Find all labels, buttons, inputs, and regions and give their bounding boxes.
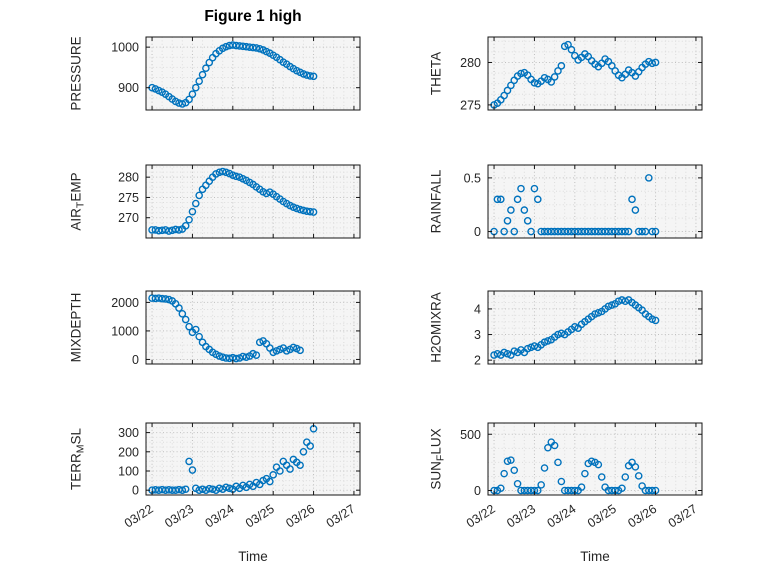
ylabel-mixdepth: MIXDEPTH: [69, 293, 84, 363]
series-rainfall: [490, 174, 660, 236]
xlabel-time-right: Time: [580, 549, 610, 564]
xtick-label: 03/22: [464, 502, 498, 531]
ylabel-theta: THETA: [429, 52, 444, 95]
subplot-air-temp: 270 275 280 AIRTEMP: [69, 164, 361, 239]
axes-box: [487, 164, 703, 239]
xtick-label: 03/24: [545, 502, 579, 531]
ytick-label: 280: [460, 56, 481, 70]
xtick-label: 03/24: [203, 502, 237, 531]
ylabel-rainfall: RAINFALL: [429, 169, 444, 233]
xtick-label: 03/27: [666, 502, 700, 531]
tick-marks: [488, 423, 702, 495]
ytick-label: 1000: [111, 41, 139, 55]
subplot-rainfall: 0 0.5 RAINFALL: [429, 164, 703, 239]
ytick-label: 275: [118, 191, 139, 205]
ylabel-sun-flux: SUNFLUX: [429, 428, 447, 489]
ytick-label: 0.5: [464, 171, 481, 185]
tick-marks: [488, 37, 702, 110]
ytick-label: 0: [474, 225, 481, 239]
axes-bg: [488, 165, 702, 238]
ytick-label: 300: [118, 426, 139, 440]
ytick-label: 275: [460, 98, 481, 112]
xlabel-time-left: Time: [238, 549, 268, 564]
axes-box: [145, 422, 361, 496]
tick-marks: [146, 37, 360, 110]
axes-bg: [146, 291, 360, 364]
ytick-label: 200: [118, 445, 139, 459]
xtick-label: 03/25: [243, 502, 277, 531]
axes-box: [487, 422, 703, 496]
xtick-label: 03/25: [585, 502, 619, 531]
ytick-label: 0: [474, 484, 481, 498]
subplot-pressure: 900 1000 PRESSURE: [69, 36, 361, 111]
ylabel-h2omixra: H2OMIXRA: [429, 292, 444, 363]
axes-box: [145, 164, 361, 239]
ytick-label: 900: [118, 81, 139, 95]
xtick-label: 03/26: [283, 502, 317, 531]
ytick-label: 2000: [111, 296, 139, 310]
series-pressure: [148, 41, 318, 108]
tick-marks: [146, 423, 360, 495]
figure-title: Figure 1 high: [204, 8, 302, 25]
ytick-label: 270: [118, 211, 139, 225]
series-mixdepth: [148, 294, 304, 363]
xtick-label: 03/22: [122, 502, 156, 531]
ytick-label: 1000: [111, 324, 139, 338]
axes-box: [145, 290, 361, 365]
subplot-h2omixra: 2 3 4 H2OMIXRA: [429, 290, 703, 368]
subplot-theta: 275 280 THETA: [429, 36, 703, 112]
xtick-label: 03/27: [324, 502, 358, 531]
axes-box: [487, 290, 703, 365]
ytick-label: 0: [132, 484, 139, 498]
ylabel-pressure: PRESSURE: [69, 36, 84, 110]
ylabel-air-temp: AIRTEMP: [69, 172, 87, 230]
xtick-label: 03/23: [504, 502, 538, 531]
ytick-label: 4: [474, 302, 481, 316]
ytick-label: 280: [118, 171, 139, 185]
tick-marks: [488, 165, 702, 238]
series-terr-msl: [148, 424, 318, 495]
subplot-mixdepth: 0 1000 2000 MIXDEPTH: [69, 290, 361, 367]
tick-marks: [488, 291, 702, 364]
series-air-temp: [148, 167, 318, 235]
ytick-label: 500: [460, 428, 481, 442]
subplot-sun-flux: 0 500 SUNFLUX 03/22 03/23 03/24 03/25 03/26 03/2…: [429, 422, 703, 531]
ytick-label: 3: [474, 328, 481, 342]
ytick-label: 0: [132, 353, 139, 367]
series-h2omixra: [490, 296, 660, 359]
ylabel-terr-msl: TERRMSL: [69, 428, 87, 491]
series-sun-flux: [490, 438, 660, 495]
ytick-label: 2: [474, 354, 481, 368]
axes-box: [487, 36, 703, 111]
tick-marks: [146, 291, 360, 364]
ytick-label: 100: [118, 465, 139, 479]
xtick-label: 03/26: [625, 502, 659, 531]
series-theta: [490, 40, 660, 109]
tick-marks: [146, 165, 360, 238]
axes-box: [145, 36, 361, 111]
xtick-label: 03/23: [162, 502, 196, 531]
